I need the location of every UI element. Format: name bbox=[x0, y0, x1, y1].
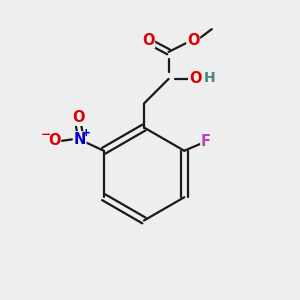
Text: O: O bbox=[189, 71, 201, 86]
Text: O: O bbox=[48, 133, 61, 148]
Text: O: O bbox=[72, 110, 85, 125]
Text: −: − bbox=[41, 128, 52, 141]
Text: +: + bbox=[82, 128, 91, 138]
Text: O: O bbox=[187, 33, 200, 48]
Text: F: F bbox=[201, 134, 211, 149]
Text: O: O bbox=[142, 33, 155, 48]
Text: H: H bbox=[204, 71, 216, 85]
Text: +: + bbox=[82, 128, 91, 138]
Text: N: N bbox=[74, 132, 86, 147]
